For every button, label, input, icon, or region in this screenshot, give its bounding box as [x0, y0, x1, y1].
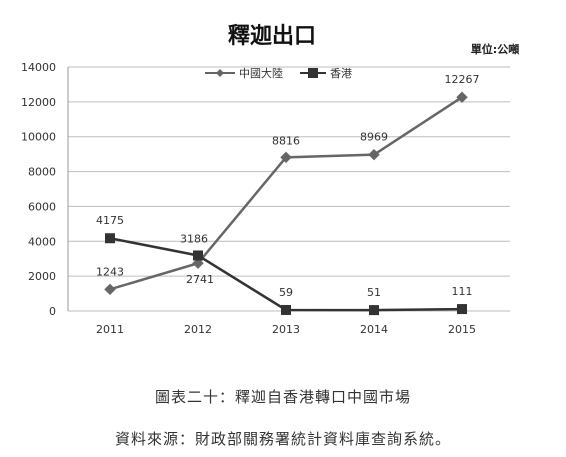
data-label: 12267	[445, 73, 480, 86]
data-label: 2741	[186, 273, 214, 286]
data-label: 59	[279, 286, 293, 299]
y-tick-label: 12000	[21, 96, 56, 109]
data-point-square	[457, 304, 467, 315]
y-tick-label: 6000	[28, 200, 56, 213]
legend-marker-diamond	[216, 69, 224, 77]
data-label: 51	[367, 286, 381, 299]
data-point-diamond	[104, 283, 116, 296]
legend-label: 香港	[330, 67, 352, 80]
y-tick-label: 10000	[21, 131, 56, 144]
y-tick-label: 2000	[28, 270, 56, 283]
data-label: 111	[452, 285, 473, 298]
x-tick-label: 2011	[96, 323, 124, 336]
data-point-square	[193, 250, 203, 261]
data-point-square	[281, 304, 291, 315]
gridlines	[68, 66, 510, 312]
y-tick-label: 0	[49, 305, 56, 318]
data-label: 1243	[96, 265, 124, 278]
data-point-diamond	[192, 257, 204, 269]
x-tick-label: 2015	[448, 323, 476, 336]
data-label: 4175	[96, 214, 124, 227]
y-tick-label: 4000	[28, 235, 56, 248]
series	[104, 91, 468, 316]
data-point-square	[369, 305, 379, 316]
x-tick-label: 2012	[184, 323, 212, 336]
series-line	[109, 96, 463, 291]
legend-label: 中國大陸	[239, 66, 283, 80]
data-label: 8816	[272, 134, 300, 147]
line-chart: 釋迦出口 單位:公噸 0 2000 4000 6000 8000 10000 12000 14…	[21, 23, 519, 336]
data-labels: 1243 2741 8816 8969 12267 4175 3186 59 51 111	[96, 73, 480, 299]
source-caption: 資料來源：財政部關務署統計資料庫查詢系統。	[114, 430, 451, 448]
data-label: 3186	[180, 232, 208, 245]
legend: 中國大陸 香港	[205, 66, 352, 80]
y-tick-label: 14000	[21, 61, 56, 74]
x-tick-label: 2014	[360, 323, 388, 336]
x-tick-label: 2013	[272, 323, 300, 336]
figure-caption: 圖表二十：釋迦自香港轉口中國市場	[154, 388, 411, 406]
axes: 0 2000 4000 6000 8000 10000 12000 14000 2011 2012…	[21, 61, 476, 336]
data-point-square	[105, 233, 115, 244]
chart-title: 釋迦出口	[228, 23, 316, 49]
data-label: 8969	[360, 131, 388, 144]
data-point-diamond	[456, 91, 468, 103]
data-point-diamond	[280, 151, 292, 164]
y-tick-label: 8000	[28, 166, 56, 179]
data-point-diamond	[368, 148, 380, 161]
legend-marker-square	[308, 68, 318, 78]
unit-label: 單位:公噸	[471, 42, 519, 56]
